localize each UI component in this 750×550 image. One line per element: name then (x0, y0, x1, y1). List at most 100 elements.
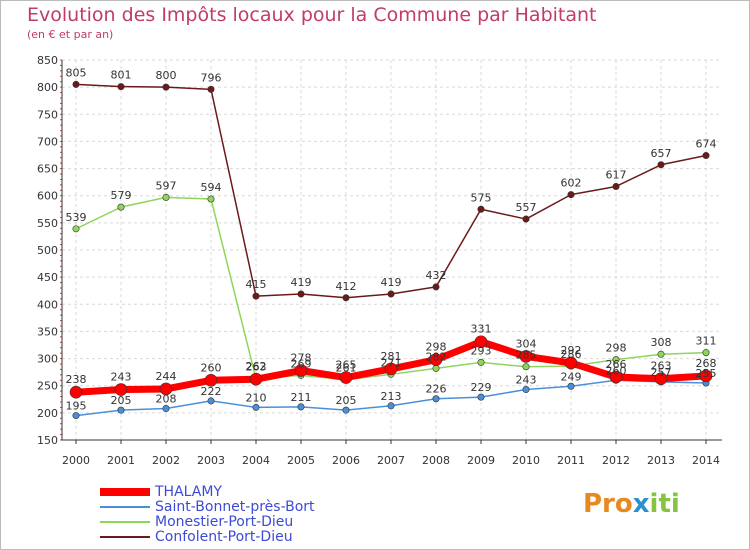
data-point-thalamy (159, 382, 173, 396)
data-label-monestier-port-dieu: 311 (696, 335, 717, 348)
x-tick-label: 2003 (197, 454, 225, 467)
data-point-confolent-port-dieu (567, 191, 575, 199)
x-tick-label: 2010 (512, 454, 540, 467)
data-label-monestier-port-dieu: 594 (201, 181, 222, 194)
data-label-monestier-port-dieu: 579 (111, 189, 132, 202)
legend-swatch-monestier (100, 521, 150, 523)
data-point-confolent-port-dieu (522, 215, 530, 223)
data-label-thalamy: 268 (696, 357, 717, 370)
data-label-thalamy: 260 (201, 361, 222, 374)
data-label-monestier-port-dieu: 263 (246, 361, 267, 374)
data-label-confolent-port-dieu: 674 (696, 138, 717, 151)
data-label-confolent-port-dieu: 800 (156, 69, 177, 82)
data-point-confolent-port-dieu (432, 283, 440, 291)
data-label-saint-bonnet-pres-bort: 208 (156, 393, 177, 406)
x-tick-label: 2011 (557, 454, 585, 467)
data-label-thalamy: 262 (246, 360, 267, 373)
data-label-monestier-port-dieu: 285 (516, 349, 537, 362)
data-label-saint-bonnet-pres-bort: 249 (561, 370, 582, 383)
data-point-monestier-port-dieu (657, 350, 665, 358)
data-point-monestier-port-dieu (432, 364, 440, 372)
data-label-thalamy: 292 (561, 344, 582, 357)
data-label-monestier-port-dieu: 261 (336, 362, 357, 375)
x-tick-label: 2000 (62, 454, 90, 467)
y-tick-label: 500 (37, 244, 58, 257)
data-label-saint-bonnet-pres-bort: 229 (471, 381, 492, 394)
data-label-saint-bonnet-pres-bort: 260 (606, 364, 627, 377)
data-label-monestier-port-dieu: 269 (291, 357, 312, 370)
data-point-saint-bonnet-pres-bort (162, 405, 170, 413)
x-tick-label: 2013 (647, 454, 675, 467)
legend-swatch-thalamy (100, 488, 150, 496)
data-point-thalamy (609, 370, 623, 384)
data-point-confolent-port-dieu (207, 85, 215, 93)
data-point-saint-bonnet-pres-bort (477, 393, 485, 401)
data-point-thalamy (384, 362, 398, 376)
data-point-monestier-port-dieu (702, 349, 710, 357)
data-point-saint-bonnet-pres-bort (432, 395, 440, 403)
legend-label-monestier: Monestier-Port-Dieu (155, 514, 294, 530)
y-tick-label: 850 (37, 54, 58, 67)
data-label-monestier-port-dieu: 271 (381, 356, 402, 369)
data-label-confolent-port-dieu: 575 (471, 191, 492, 204)
data-point-confolent-port-dieu (252, 292, 260, 300)
data-point-saint-bonnet-pres-bort (567, 382, 575, 390)
data-point-saint-bonnet-pres-bort (297, 403, 305, 411)
proxiti-logo: Proxiti (583, 489, 680, 519)
data-label-confolent-port-dieu: 801 (111, 69, 132, 82)
data-point-confolent-port-dieu (657, 161, 665, 169)
data-point-thalamy (564, 356, 578, 370)
data-label-thalamy: 331 (471, 323, 492, 336)
y-tick-label: 800 (37, 81, 58, 94)
data-point-confolent-port-dieu (342, 294, 350, 302)
data-point-confolent-port-dieu (162, 83, 170, 91)
data-point-thalamy (69, 385, 83, 399)
data-label-confolent-port-dieu: 419 (381, 276, 402, 289)
data-point-saint-bonnet-pres-bort (522, 386, 530, 394)
data-label-confolent-port-dieu: 796 (201, 71, 222, 84)
data-label-confolent-port-dieu: 557 (516, 201, 537, 214)
y-tick-label: 550 (37, 217, 58, 230)
data-label-confolent-port-dieu: 419 (291, 276, 312, 289)
data-label-monestier-port-dieu: 539 (66, 211, 87, 224)
data-label-saint-bonnet-pres-bort: 210 (246, 391, 267, 404)
x-tick-label: 2008 (422, 454, 450, 467)
y-tick-label: 150 (37, 434, 58, 447)
data-label-confolent-port-dieu: 617 (606, 168, 627, 181)
data-point-confolent-port-dieu (387, 290, 395, 298)
data-label-thalamy: 278 (291, 352, 312, 365)
x-tick-label: 2014 (692, 454, 720, 467)
data-point-confolent-port-dieu (702, 152, 710, 160)
y-tick-label: 350 (37, 325, 58, 338)
data-label-monestier-port-dieu: 286 (561, 348, 582, 361)
data-label-thalamy: 263 (651, 360, 672, 373)
data-label-saint-bonnet-pres-bort: 222 (201, 385, 222, 398)
chart-title: Evolution des Impôts locaux pour la Comm… (27, 4, 597, 26)
data-point-monestier-port-dieu (72, 225, 80, 233)
data-label-confolent-port-dieu: 657 (651, 147, 672, 160)
data-label-saint-bonnet-pres-bort: 213 (381, 390, 402, 403)
data-label-monestier-port-dieu: 298 (606, 342, 627, 355)
y-tick-label: 300 (37, 353, 58, 366)
y-tick-label: 750 (37, 108, 58, 121)
data-label-saint-bonnet-pres-bort: 226 (426, 383, 447, 396)
legend-label-thalamy: THALAMY (155, 484, 222, 500)
y-tick-label: 250 (37, 380, 58, 393)
data-point-monestier-port-dieu (477, 358, 485, 366)
data-label-confolent-port-dieu: 412 (336, 280, 357, 293)
data-label-thalamy: 265 (336, 359, 357, 372)
legend-swatch-saint-bonnet (100, 506, 150, 508)
data-point-saint-bonnet-pres-bort (207, 397, 215, 405)
data-point-confolent-port-dieu (72, 80, 80, 88)
data-label-thalamy: 243 (111, 371, 132, 384)
legend-label-saint-bonnet: Saint-Bonnet-près-Bort (155, 499, 315, 515)
data-point-confolent-port-dieu (117, 83, 125, 91)
y-tick-label: 600 (37, 190, 58, 203)
data-point-confolent-port-dieu (477, 205, 485, 213)
data-point-saint-bonnet-pres-bort (342, 406, 350, 414)
x-tick-label: 2001 (107, 454, 135, 467)
x-tick-label: 2009 (467, 454, 495, 467)
data-point-saint-bonnet-pres-bort (72, 412, 80, 420)
data-point-thalamy (294, 364, 308, 377)
data-point-thalamy (699, 369, 713, 383)
